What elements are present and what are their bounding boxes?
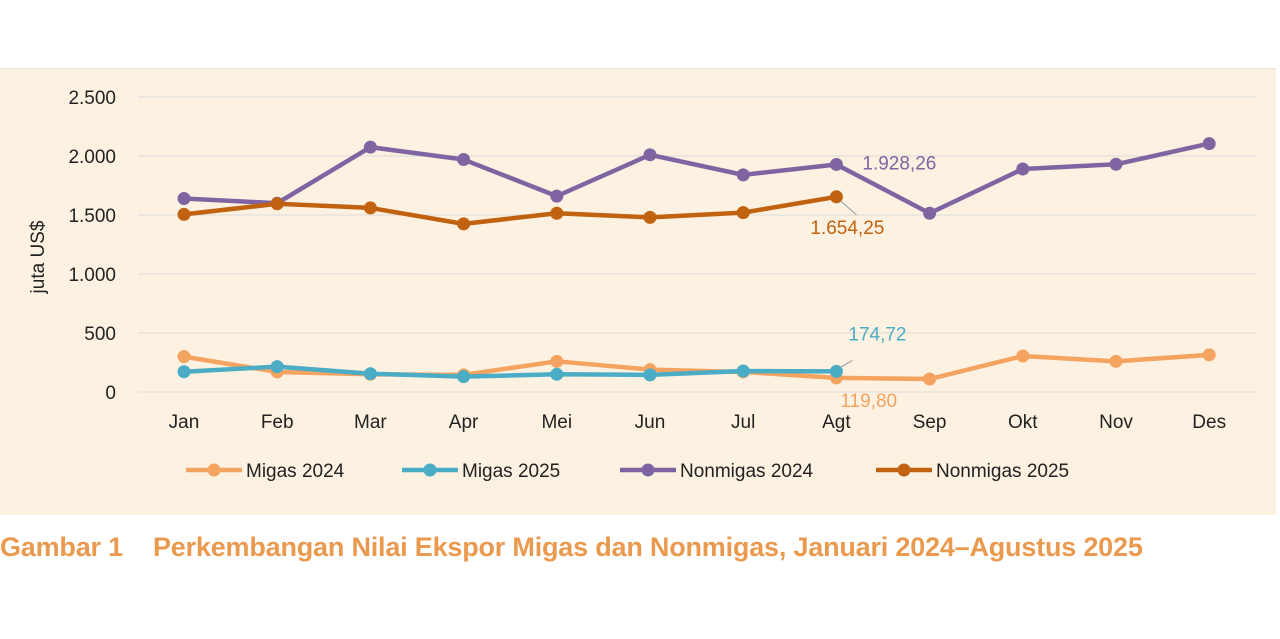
data-point-migas-2025 (550, 367, 564, 381)
legend-item-migas-2024: Migas 2024 (186, 461, 345, 482)
x-tick-label: Feb (261, 412, 294, 433)
line-chart: 0 500 1.000 1.500 2.000 2.500 Jan Feb Mar Apr Mei… (28, 88, 1256, 482)
x-tick-label: Jul (731, 412, 755, 433)
series-line-nonmigas-2025 (183, 194, 837, 227)
y-tick-label: 1.000 (68, 265, 116, 286)
data-point-migas-2025 (177, 365, 191, 379)
data-point-migas-2024 (1202, 348, 1216, 362)
legend-marker (897, 463, 911, 477)
data-point-nonmigas-2024 (1109, 157, 1123, 171)
x-tick-label: Jun (635, 412, 666, 433)
x-tick-label: Apr (449, 412, 479, 433)
gridlines (138, 96, 1256, 393)
x-tick-labels: Jan Feb Mar Apr Mei Jun Jul Agt Sep Okt Nov Des (169, 412, 1226, 433)
data-point-migas-2025 (643, 368, 657, 382)
data-point-migas-2025 (457, 370, 471, 384)
data-point-migas-2024 (177, 350, 191, 364)
annotation-leader (840, 359, 853, 368)
legend-label: Migas 2025 (462, 461, 560, 482)
data-point-migas-2024 (923, 372, 937, 386)
data-point-nonmigas-2025 (643, 210, 657, 224)
data-label: 1.654,25 (810, 218, 884, 239)
data-point-nonmigas-2025 (363, 201, 377, 215)
series-lines (177, 137, 1216, 386)
data-point-nonmigas-2024 (736, 168, 750, 182)
x-tick-label: Agt (822, 412, 851, 433)
legend-marker (207, 463, 221, 477)
legend-marker (641, 463, 655, 477)
legend-label: Nonmigas 2024 (680, 461, 814, 482)
data-point-nonmigas-2024 (363, 140, 377, 154)
y-tick-label: 2.500 (68, 88, 116, 109)
x-tick-label: Mar (354, 412, 387, 433)
data-label: 174,72 (848, 324, 906, 345)
y-tick-labels: 0 500 1.000 1.500 2.000 2.500 (68, 88, 116, 404)
data-point-nonmigas-2024 (643, 148, 657, 162)
legend-item-nonmigas-2024: Nonmigas 2024 (620, 461, 814, 482)
figure-caption: Gambar 1 Perkembangan Nilai Ekspor Migas … (0, 532, 1280, 563)
series-line-migas-2024 (183, 352, 1210, 382)
data-label: 1.928,26 (862, 153, 936, 174)
series-migas-2024 (177, 348, 1216, 386)
data-point-nonmigas-2025 (457, 217, 471, 231)
data-point-migas-2025 (736, 364, 750, 378)
data-point-nonmigas-2025 (270, 197, 284, 211)
chart-panel: 0 500 1.000 1.500 2.000 2.500 Jan Feb Mar Apr Mei… (0, 68, 1276, 515)
series-line-nonmigas-2024 (183, 141, 1210, 216)
series-nonmigas-2025 (177, 190, 843, 231)
data-point-migas-2024 (1109, 354, 1123, 368)
y-tick-label: 0 (105, 383, 116, 404)
x-tick-label: Des (1192, 412, 1226, 433)
legend-label: Nonmigas 2025 (936, 461, 1069, 482)
data-point-migas-2025 (829, 364, 843, 378)
legend-item-nonmigas-2025: Nonmigas 2025 (876, 461, 1069, 482)
y-axis-title: juta US$ (28, 220, 49, 294)
x-tick-label: Nov (1099, 412, 1133, 433)
data-point-nonmigas-2024 (550, 189, 564, 203)
data-point-migas-2025 (363, 367, 377, 381)
legend: Migas 2024 Migas 2025 Nonmigas 2024 Nonmiga… (186, 461, 1069, 482)
data-point-nonmigas-2024 (177, 191, 191, 205)
data-point-nonmigas-2024 (923, 206, 937, 220)
data-label: 119,80 (840, 391, 897, 412)
data-point-nonmigas-2025 (736, 206, 750, 220)
x-tick-label: Okt (1008, 412, 1038, 433)
data-point-nonmigas-2025 (550, 206, 564, 220)
data-annotations: 1.928,26 1.654,25 174,72 119,80 (810, 153, 936, 411)
data-point-nonmigas-2024 (829, 157, 843, 171)
x-tick-label: Sep (913, 412, 947, 433)
data-point-nonmigas-2024 (457, 153, 471, 167)
data-point-nonmigas-2025 (829, 190, 843, 204)
series-line-migas-2025 (183, 364, 837, 379)
data-point-nonmigas-2024 (1202, 137, 1216, 151)
data-point-migas-2024 (1016, 349, 1030, 363)
data-point-migas-2025 (270, 360, 284, 374)
annotation-leader (840, 200, 857, 216)
legend-marker (423, 463, 437, 477)
x-tick-label: Mei (541, 412, 572, 433)
x-tick-label: Jan (169, 412, 200, 433)
data-point-nonmigas-2024 (1016, 162, 1030, 176)
y-tick-label: 2.000 (68, 147, 116, 168)
y-tick-label: 1.500 (68, 206, 116, 227)
legend-item-migas-2025: Migas 2025 (402, 461, 560, 482)
legend-label: Migas 2024 (246, 461, 345, 482)
y-tick-label: 500 (84, 324, 116, 345)
series-migas-2025 (177, 360, 843, 384)
figure-title: Perkembangan Nilai Ekspor Migas dan Nonm… (152, 532, 1143, 562)
data-point-migas-2024 (550, 354, 564, 368)
data-point-nonmigas-2025 (177, 207, 191, 221)
figure-number: Gambar 1 (0, 532, 123, 562)
